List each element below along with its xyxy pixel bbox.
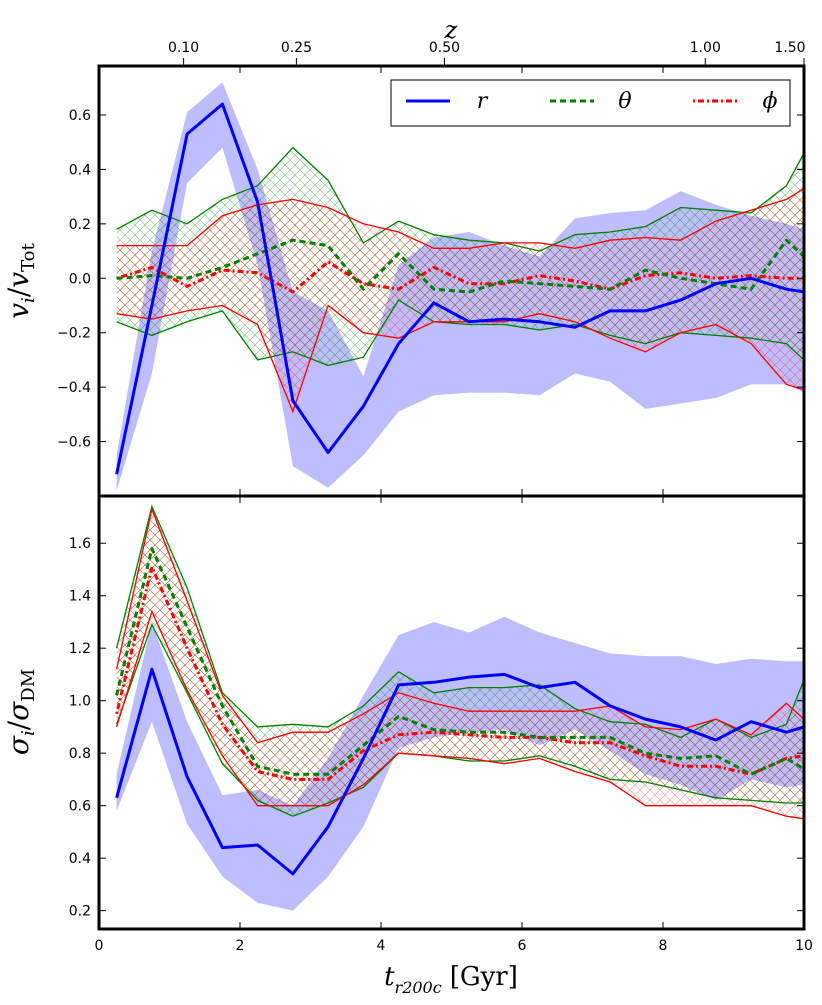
vi-main: v bbox=[2, 303, 35, 319]
legend-theta-label: θ bbox=[618, 89, 631, 114]
vtot-main: v bbox=[2, 272, 35, 288]
velocity-plot-area bbox=[115, 82, 804, 491]
dispersion-panel-frame bbox=[97, 494, 806, 931]
dispersion-panel: 0.2 0.4 0.6 0.8 1.0 1.2 1.4 1.6 σi/σDM bbox=[2, 494, 806, 931]
dispersion-ytick-label: 1.6 bbox=[69, 536, 91, 552]
velocity-theta-line bbox=[116, 238, 804, 294]
redshift-tick-label: 0.25 bbox=[281, 40, 312, 56]
velocity-theta-upper-edge bbox=[116, 146, 804, 252]
vtot-sub: Tot bbox=[18, 242, 39, 271]
legend: r θ ϕ bbox=[390, 79, 791, 127]
dispersion-plot-area bbox=[115, 504, 804, 911]
redshift-axis: z 0.10 0.25 0.50 1.00 1.50 bbox=[168, 16, 806, 66]
legend-r-label: r bbox=[477, 89, 489, 114]
velocity-ytick-label: 0.6 bbox=[69, 108, 91, 124]
redshift-tick-label: 1.50 bbox=[774, 40, 805, 56]
legend-phi-label: ϕ bbox=[763, 89, 778, 114]
time-label-unit: [Gyr] bbox=[450, 962, 518, 992]
velocity-phi-band bbox=[116, 188, 804, 412]
time-label-main: t bbox=[384, 962, 395, 992]
dispersion-y-axis-label: σi/σDM bbox=[2, 669, 39, 755]
dispersion-ytick-label: 1.2 bbox=[69, 641, 91, 657]
dispersion-y-ticks: 0.2 0.4 0.6 0.8 1.0 1.2 1.4 1.6 bbox=[69, 496, 805, 929]
time-xtick-label: 6 bbox=[518, 938, 527, 954]
vi-sub: i bbox=[18, 297, 39, 303]
velocity-phi-upper-edge bbox=[116, 187, 804, 249]
dispersion-theta-upper-edge bbox=[115, 504, 804, 739]
time-label-subscript: r200c bbox=[395, 978, 442, 997]
dispersion-phi-band bbox=[116, 509, 804, 819]
dispersion-ytick-label: 0.6 bbox=[69, 799, 91, 815]
velocity-ytick-label: 0.0 bbox=[69, 271, 91, 287]
sigma-dm-sub: DM bbox=[18, 669, 39, 702]
velocity-y-axis-label: vi/vTot bbox=[2, 242, 39, 318]
velocity-y-label-text: vi/vTot bbox=[2, 242, 39, 318]
velocity-ytick-label: −0.4 bbox=[57, 380, 91, 396]
dispersion-ytick-label: 0.8 bbox=[69, 746, 91, 762]
time-xtick-label: 8 bbox=[659, 938, 668, 954]
dispersion-ytick-label: 1.4 bbox=[69, 589, 91, 605]
time-xtick-label: 2 bbox=[236, 938, 245, 954]
sigma-i-sub: i bbox=[18, 730, 39, 736]
velocity-ytick-label: −0.6 bbox=[57, 435, 91, 451]
dispersion-r-line bbox=[115, 667, 804, 876]
time-xtick-label: 0 bbox=[95, 938, 104, 954]
redshift-tick-label: 1.00 bbox=[690, 40, 721, 56]
dispersion-ytick-label: 0.4 bbox=[69, 851, 91, 867]
dispersion-y-label-text: σi/σDM bbox=[2, 669, 39, 755]
velocity-ytick-label: 0.2 bbox=[69, 217, 91, 233]
dispersion-r-band bbox=[116, 616, 804, 911]
dispersion-ytick-label: 0.2 bbox=[69, 904, 91, 920]
velocity-theta-lower-edge bbox=[116, 299, 804, 367]
time-x-axis-label: tr200c [Gyr] bbox=[384, 962, 518, 997]
velocity-ytick-label: 0.4 bbox=[69, 162, 91, 178]
dispersion-phi-lower-edge bbox=[115, 609, 804, 820]
dispersion-phi-upper-edge bbox=[115, 506, 804, 744]
dispersion-theta-lower-edge bbox=[115, 622, 804, 817]
redshift-ticks: 0.10 0.25 0.50 1.00 1.50 bbox=[168, 40, 806, 66]
velocity-y-ticks: −0.6 −0.4 −0.2 0.0 0.2 0.4 0.6 bbox=[57, 66, 805, 496]
sigma-i-main: σ bbox=[2, 735, 35, 755]
time-xtick-label: 10 bbox=[795, 938, 813, 954]
sigma-dm-main: σ bbox=[2, 701, 35, 721]
velocity-r-line bbox=[115, 102, 804, 475]
velocity-ytick-label: −0.2 bbox=[57, 326, 91, 342]
redshift-tick-label: 0.50 bbox=[429, 40, 460, 56]
time-x-ticks: 0 2 4 6 8 10 bbox=[95, 938, 813, 954]
legend-box bbox=[390, 79, 791, 127]
dispersion-ytick-label: 1.0 bbox=[69, 694, 91, 710]
velocity-panel: −0.6 −0.4 −0.2 0.0 0.2 0.4 0.6 vi/vTot r θ ϕ bbox=[2, 64, 806, 498]
redshift-axis-label: z bbox=[444, 16, 458, 44]
time-xtick-label: 4 bbox=[377, 938, 386, 954]
dispersion-phi-line bbox=[115, 565, 804, 781]
velocity-phi-line bbox=[116, 260, 804, 294]
redshift-tick-label: 0.10 bbox=[168, 40, 199, 56]
